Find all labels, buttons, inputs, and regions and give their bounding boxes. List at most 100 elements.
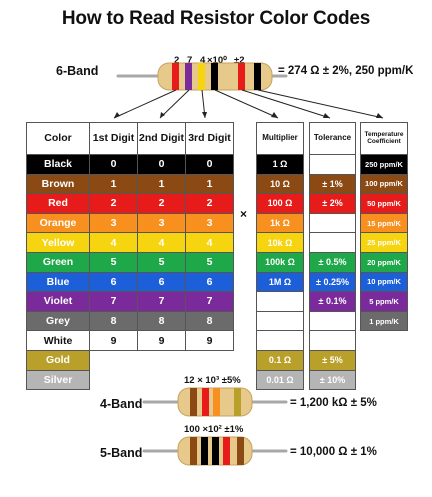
table-row: Silver <box>26 369 234 391</box>
table-row: 1k Ω <box>256 212 304 234</box>
digit-3-cell: 5 <box>185 251 234 273</box>
digit-1-cell: 8 <box>89 310 138 332</box>
five-band-digits: 100 ×10² ±1% <box>184 424 244 435</box>
color-name-yellow: Yellow <box>26 232 90 253</box>
tempco-cell: 100 ppm/K <box>360 173 408 195</box>
table-row: Gold <box>26 349 234 371</box>
digit-2-cell: 6 <box>137 271 186 293</box>
digit-3-cell: 8 <box>185 310 234 332</box>
multiplier-table: Multiplier 1 Ω 10 Ω 100 Ω 1k Ω 10k Ω 100k Ω 1M … <box>256 122 304 391</box>
table-row: 1M Ω <box>256 271 304 293</box>
header-tolerance: Tolerance <box>309 122 356 155</box>
page-title: How to Read Resistor Color Codes <box>61 8 371 29</box>
digit-3-cell: 9 <box>185 330 234 351</box>
table-row: Black 0 0 0 <box>26 154 234 175</box>
table-row: ± 0.25% <box>309 271 356 293</box>
color-name-black: Black <box>26 154 90 175</box>
table-row: Orange 3 3 3 <box>26 212 234 234</box>
tempco-cell: 250 ppm/K <box>360 154 408 175</box>
header-multiplier: Multiplier <box>256 122 304 155</box>
tolerance-table: Tolerance ± 1% ± 2% ± 0.5% ± 0.25% ± 0.1% ± 5%… <box>309 122 356 391</box>
six-band-resistor-diagram <box>113 62 384 119</box>
digit-3-cell: 2 <box>185 193 234 214</box>
header-color: Color <box>26 122 90 155</box>
digit-2-cell <box>138 350 186 370</box>
table-row <box>256 291 304 312</box>
color-name-blue: Blue <box>26 271 90 293</box>
multiplier-cell <box>256 310 304 332</box>
table-row: ± 0.1% <box>309 291 356 312</box>
five-band-equation: = 10,000 Ω ± 1% <box>290 446 377 458</box>
multiplier-cell: 1k Ω <box>256 212 304 234</box>
six-band-digit-1: 2 <box>174 55 180 66</box>
table-row: 15 ppm/K <box>360 212 408 234</box>
table-row: 1 Ω <box>256 154 304 175</box>
table-row: ± 2% <box>309 193 356 214</box>
table-row: Yellow 4 4 4 <box>26 232 234 253</box>
tolerance-cell: ± 0.5% <box>309 251 356 273</box>
color-name-green: Green <box>26 251 90 273</box>
four-band-digits: 12 × 10³ ±5% <box>184 375 241 386</box>
multiplier-cell: 0.01 Ω <box>256 369 304 391</box>
header-temperature-coefficient: Temperature Coefficient <box>360 122 408 155</box>
table-row: ± 1% <box>309 173 356 195</box>
table-row <box>309 330 356 351</box>
tolerance-cell <box>309 154 356 175</box>
table-row: 10 Ω <box>256 173 304 195</box>
tempco-cell: 15 ppm/K <box>360 212 408 234</box>
table-row <box>256 310 304 332</box>
digit-2-cell: 1 <box>137 173 186 195</box>
table-row: ± 5% <box>309 349 356 371</box>
six-band-multiplier: ×10⁰ <box>207 55 227 66</box>
digit-3-cell: 1 <box>185 173 234 195</box>
tempco-cell: 20 ppm/K <box>360 251 408 273</box>
table-row: Blue 6 6 6 <box>26 271 234 293</box>
table-row: 100 ppm/K <box>360 173 408 195</box>
digit-2-cell: 2 <box>137 193 186 214</box>
tolerance-cell <box>309 232 356 253</box>
header-2nd-digit: 2nd Digit <box>137 122 186 155</box>
digit-1-cell: 6 <box>89 271 138 293</box>
table-row: 0.1 Ω <box>256 349 304 371</box>
header-1st-digit: 1st Digit <box>89 122 138 155</box>
tolerance-cell: ± 10% <box>309 369 356 391</box>
color-name-brown: Brown <box>26 173 90 195</box>
tempco-cell: 1 ppm/K <box>360 310 408 332</box>
table-row: ± 0.5% <box>309 251 356 273</box>
color-name-orange: Orange <box>26 212 90 234</box>
digit-2-cell: 3 <box>137 212 186 234</box>
color-name-gold: Gold <box>26 349 90 371</box>
multiplier-cell <box>256 330 304 351</box>
digit-1-cell: 2 <box>89 193 138 214</box>
table-row: 5 ppm/K <box>360 291 408 312</box>
color-name-red: Red <box>26 193 90 214</box>
table-row: 10 ppm/K <box>360 271 408 293</box>
six-band-equation: = 274 Ω ± 2%, 250 ppm/K <box>278 65 414 77</box>
table-row: 20 ppm/K <box>360 251 408 273</box>
digit-1-cell: 7 <box>89 291 138 312</box>
tolerance-cell: ± 0.1% <box>309 291 356 312</box>
color-name-silver: Silver <box>26 369 90 391</box>
digit-3-cell: 0 <box>185 154 234 175</box>
digit-3-cell: 6 <box>185 271 234 293</box>
multiplier-cell: 0.1 Ω <box>256 349 304 371</box>
digit-2-cell: 8 <box>137 310 186 332</box>
multiplier-cell: 100 Ω <box>256 193 304 214</box>
table-row <box>309 232 356 253</box>
tolerance-cell <box>309 330 356 351</box>
tempco-cell: 25 ppm/K <box>360 232 408 253</box>
tempco-cell: 5 ppm/K <box>360 291 408 312</box>
color-name-grey: Grey <box>26 310 90 332</box>
table-row: 10k Ω <box>256 232 304 253</box>
table-row <box>256 330 304 351</box>
digit-1-cell: 3 <box>89 212 138 234</box>
table-row: Red 2 2 2 <box>26 193 234 214</box>
multiplier-cell: 10k Ω <box>256 232 304 253</box>
table-row: 250 ppm/K <box>360 154 408 175</box>
table-row: ± 10% <box>309 369 356 391</box>
multiplier-cell: 100k Ω <box>256 251 304 273</box>
digit-1-cell: 4 <box>89 232 138 253</box>
table-row: 25 ppm/K <box>360 232 408 253</box>
digit-2-cell: 4 <box>137 232 186 253</box>
digit-table: Color 1st Digit 2nd Digit 3rd Digit Black 0 0 0… <box>26 122 234 391</box>
